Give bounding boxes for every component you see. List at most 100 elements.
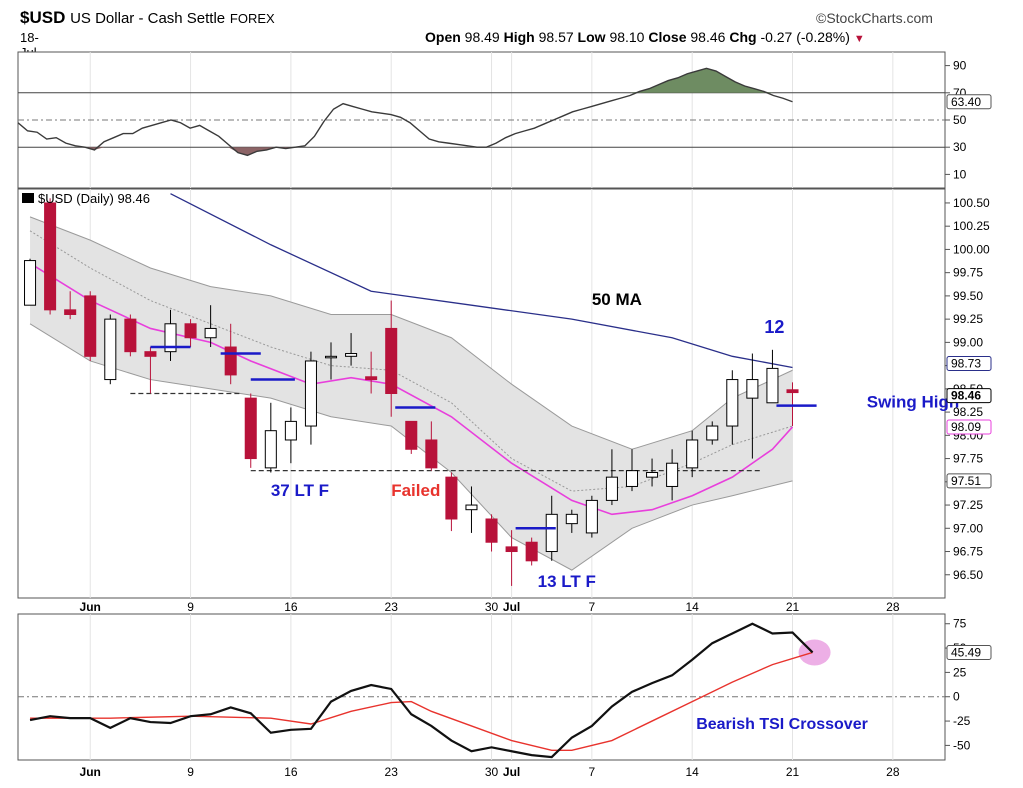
candle-body (465, 504, 478, 511)
candle-body (505, 546, 518, 553)
candle-body (365, 376, 378, 381)
candle-body (405, 420, 418, 450)
open-value: 98.49 (464, 29, 500, 45)
down-arrow-icon: ▼ (853, 33, 865, 45)
symbol-title: $USD US Dollar - Cash Settle FOREX (20, 8, 660, 28)
price-x-label: 21 (786, 600, 800, 614)
tsi-tick-label: 0 (953, 690, 960, 704)
ohlc-readout: Open 98.49 High 98.57 Low 98.10 Close 98… (425, 29, 950, 45)
candle-body (24, 260, 37, 306)
chg-label: Chg (729, 29, 757, 45)
price-tick-label: 96.75 (953, 545, 983, 559)
candle-body (385, 327, 398, 395)
price-x-label: Jul (503, 600, 520, 614)
tsi-x-label: 16 (284, 765, 298, 779)
rsi-value-label: 63.40 (951, 95, 981, 109)
rsi-overbought-fill (18, 68, 793, 93)
candle-body (284, 420, 297, 441)
candle-body (726, 379, 739, 427)
candle-body (445, 476, 458, 520)
rsi-tick-label: 90 (953, 59, 967, 73)
price-tick-label: 98.25 (953, 405, 983, 419)
rsi-line (17, 67, 793, 157)
price-tick-label: 97.25 (953, 498, 983, 512)
price-tag (946, 355, 992, 371)
rsi-value-tag (946, 94, 992, 110)
candle-body (666, 462, 679, 487)
candle-body (585, 499, 598, 534)
price-tick-label: 100.50 (953, 196, 990, 210)
candle-body (786, 389, 799, 394)
candle-body (264, 430, 277, 469)
tsi-tick-label: 75 (953, 617, 967, 631)
exchange: FOREX (229, 11, 275, 26)
price-annotation: 12 (764, 317, 784, 337)
candle-body (766, 367, 779, 404)
candle-body (204, 327, 217, 339)
price-annotation: 13 LT F (538, 572, 596, 591)
price-x-label: 28 (886, 600, 900, 614)
price-tick-label: 100.25 (953, 219, 990, 233)
price-tick-label: 97.00 (953, 521, 983, 535)
close-label: Close (648, 29, 687, 45)
candle-body (244, 397, 257, 460)
price-annotation: Failed (391, 481, 440, 500)
price-tick-label: 99.25 (953, 312, 983, 326)
candle-body (44, 202, 57, 311)
price-tag-label: 98.73 (951, 356, 981, 370)
candle-body (64, 309, 77, 315)
tsi-value-tag (946, 644, 992, 660)
candle-body (605, 476, 618, 501)
open-label: Open (425, 29, 461, 45)
price-tag-label: 98.46 (951, 389, 981, 403)
price-tick-label: 99.00 (953, 335, 983, 349)
bollinger-mid-line (29, 230, 793, 492)
candle-body (304, 360, 317, 427)
close-value: 98.46 (690, 29, 726, 45)
price-tick-label: 99.75 (953, 266, 983, 280)
price-annotation: 37 LT F (271, 481, 329, 500)
ma50-line (170, 193, 793, 369)
tsi-x-label: 9 (187, 765, 194, 779)
candle-body (525, 541, 538, 562)
candle-body (224, 346, 237, 376)
high-label: High (503, 29, 535, 45)
rsi-tick-label: 50 (953, 113, 967, 127)
bollinger-band-fill (30, 216, 793, 571)
price-tick-label: 100.00 (953, 242, 990, 256)
tsi-x-label: 28 (886, 765, 900, 779)
candle-body (184, 323, 197, 339)
tsi-value-label: 45.49 (951, 645, 981, 659)
candle-body (164, 323, 177, 353)
low-label: Low (577, 29, 606, 45)
rsi-tick-label: 30 (953, 140, 967, 154)
candle-body (545, 513, 558, 553)
candle-body (345, 353, 358, 357)
tsi-x-label: Jul (503, 765, 520, 779)
price-x-label: 30 (485, 600, 499, 614)
rsi-tick-label: 10 (953, 167, 967, 181)
price-tag-label: 97.51 (951, 474, 981, 488)
tsi-tick-label: 25 (953, 665, 967, 679)
price-x-label: 16 (284, 600, 298, 614)
bollinger-upper-line (29, 216, 793, 450)
candle-body (686, 439, 699, 469)
price-annotation: 50 MA (592, 290, 642, 309)
candle-body (104, 318, 117, 381)
price-tag-label: 98.09 (951, 420, 981, 434)
symbol: $USD (20, 8, 66, 27)
tsi-signal-line (30, 651, 813, 751)
price-legend: $USD (Daily) 98.46 (38, 191, 150, 206)
price-x-label: 14 (686, 600, 700, 614)
price-x-label: 7 (589, 600, 596, 614)
rsi-oversold-fill (18, 147, 793, 156)
candle-body (425, 439, 438, 469)
candle-body (746, 379, 759, 399)
price-annotation: Swing High (867, 392, 960, 411)
low-value: 98.10 (609, 29, 645, 45)
stockcharts-brand: ©StockCharts.com (816, 10, 933, 26)
tsi-x-label: 23 (385, 765, 399, 779)
candle-body (565, 513, 578, 525)
tsi-x-label: 7 (589, 765, 596, 779)
chg-value: -0.27 (-0.28%) (760, 29, 850, 45)
